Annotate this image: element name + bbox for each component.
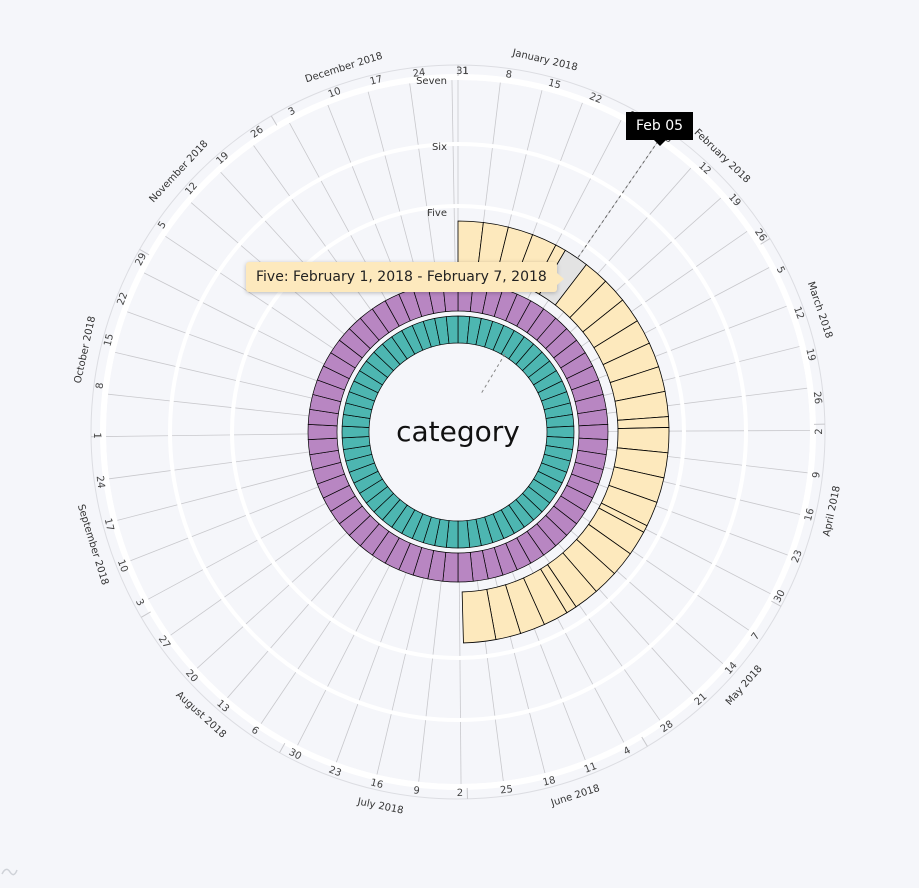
- month-separator: [141, 612, 150, 618]
- center-label: category: [396, 415, 520, 448]
- grid-line: [410, 83, 438, 283]
- month-label: October 2018: [73, 315, 99, 384]
- grid-line: [130, 487, 318, 561]
- grid-line: [115, 352, 312, 398]
- ring-middle-segment[interactable]: [458, 552, 473, 582]
- grid-line: [117, 470, 313, 521]
- ring-middle-segment[interactable]: [579, 424, 608, 439]
- grid-line: [106, 434, 308, 437]
- month-separator: [271, 116, 277, 125]
- week-tick-label: 1: [91, 432, 102, 438]
- level-label: Five: [427, 208, 447, 219]
- week-tick-label: 25: [500, 784, 514, 796]
- week-tick-label: 18: [542, 775, 557, 789]
- grid-line: [368, 92, 420, 287]
- grid-line: [108, 394, 309, 416]
- month-label: July 2018: [356, 796, 405, 816]
- week-tick-label: 24: [412, 67, 426, 80]
- level-label: Six: [432, 142, 447, 153]
- week-tick-label: 26: [811, 391, 823, 405]
- month-label: March 2018: [805, 280, 834, 340]
- month-label: June 2018: [549, 783, 601, 809]
- month-label: January 2018: [510, 47, 578, 73]
- month-label: November 2018: [148, 139, 211, 205]
- week-tick-label: 8: [95, 382, 107, 390]
- grid-line: [109, 452, 309, 479]
- grid-line: [452, 80, 455, 282]
- week-tick-label: 24: [94, 475, 106, 489]
- month-label: September 2018: [75, 503, 110, 586]
- logo-icon: [0, 860, 18, 878]
- range-tooltip: Five: February 1, 2018 - February 7, 201…: [246, 262, 557, 292]
- ring-middle-segment[interactable]: [308, 424, 337, 439]
- month-separator: [280, 743, 285, 753]
- grid-line: [148, 503, 326, 599]
- ring-inner-segment[interactable]: [342, 426, 369, 438]
- month-separator: [642, 737, 648, 746]
- week-tick-label: 9: [413, 785, 421, 797]
- week-tick-label: 17: [102, 517, 116, 532]
- grid-line: [377, 578, 424, 775]
- month-label: April 2018: [822, 485, 843, 538]
- week-tick-label: 9: [811, 471, 823, 479]
- grid-line: [419, 581, 442, 782]
- week-tick-label: 31: [456, 66, 469, 77]
- ring-inner-segment[interactable]: [547, 426, 574, 438]
- date-tooltip: Feb 05: [626, 112, 693, 140]
- grid-line: [459, 582, 461, 784]
- week-tick-label: 2: [814, 428, 825, 434]
- week-tick-label: 2: [457, 788, 463, 799]
